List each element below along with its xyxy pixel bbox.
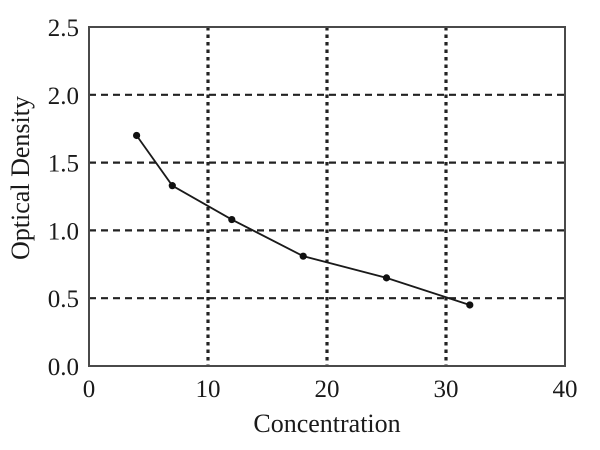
plot-border bbox=[88, 26, 566, 367]
x-tick-label: 40 bbox=[553, 376, 578, 403]
x-tick-label: 0 bbox=[83, 376, 96, 403]
y-tick-label: 1.0 bbox=[48, 218, 79, 245]
data-point-marker bbox=[133, 131, 141, 140]
data-point-marker bbox=[382, 274, 391, 282]
data-point-marker bbox=[228, 215, 236, 224]
data-point-marker bbox=[466, 301, 474, 309]
y-tick-label: 1.5 bbox=[48, 151, 79, 178]
data-point-marker bbox=[299, 252, 307, 260]
y-axis-title: Optical Density bbox=[6, 96, 35, 260]
y-tick-label: 2.0 bbox=[48, 83, 79, 110]
x-tick-label: 20 bbox=[315, 376, 340, 403]
data-point-marker bbox=[168, 182, 176, 190]
x-tick-label: 10 bbox=[196, 376, 221, 403]
data-series-line bbox=[135, 134, 471, 306]
y-tick-label: 0.0 bbox=[48, 354, 79, 381]
y-tick-label: 0.5 bbox=[48, 286, 79, 313]
y-tick-label: 2.5 bbox=[48, 15, 79, 42]
x-tick-label: 30 bbox=[434, 376, 459, 403]
x-axis-title: Concentration bbox=[253, 409, 401, 438]
